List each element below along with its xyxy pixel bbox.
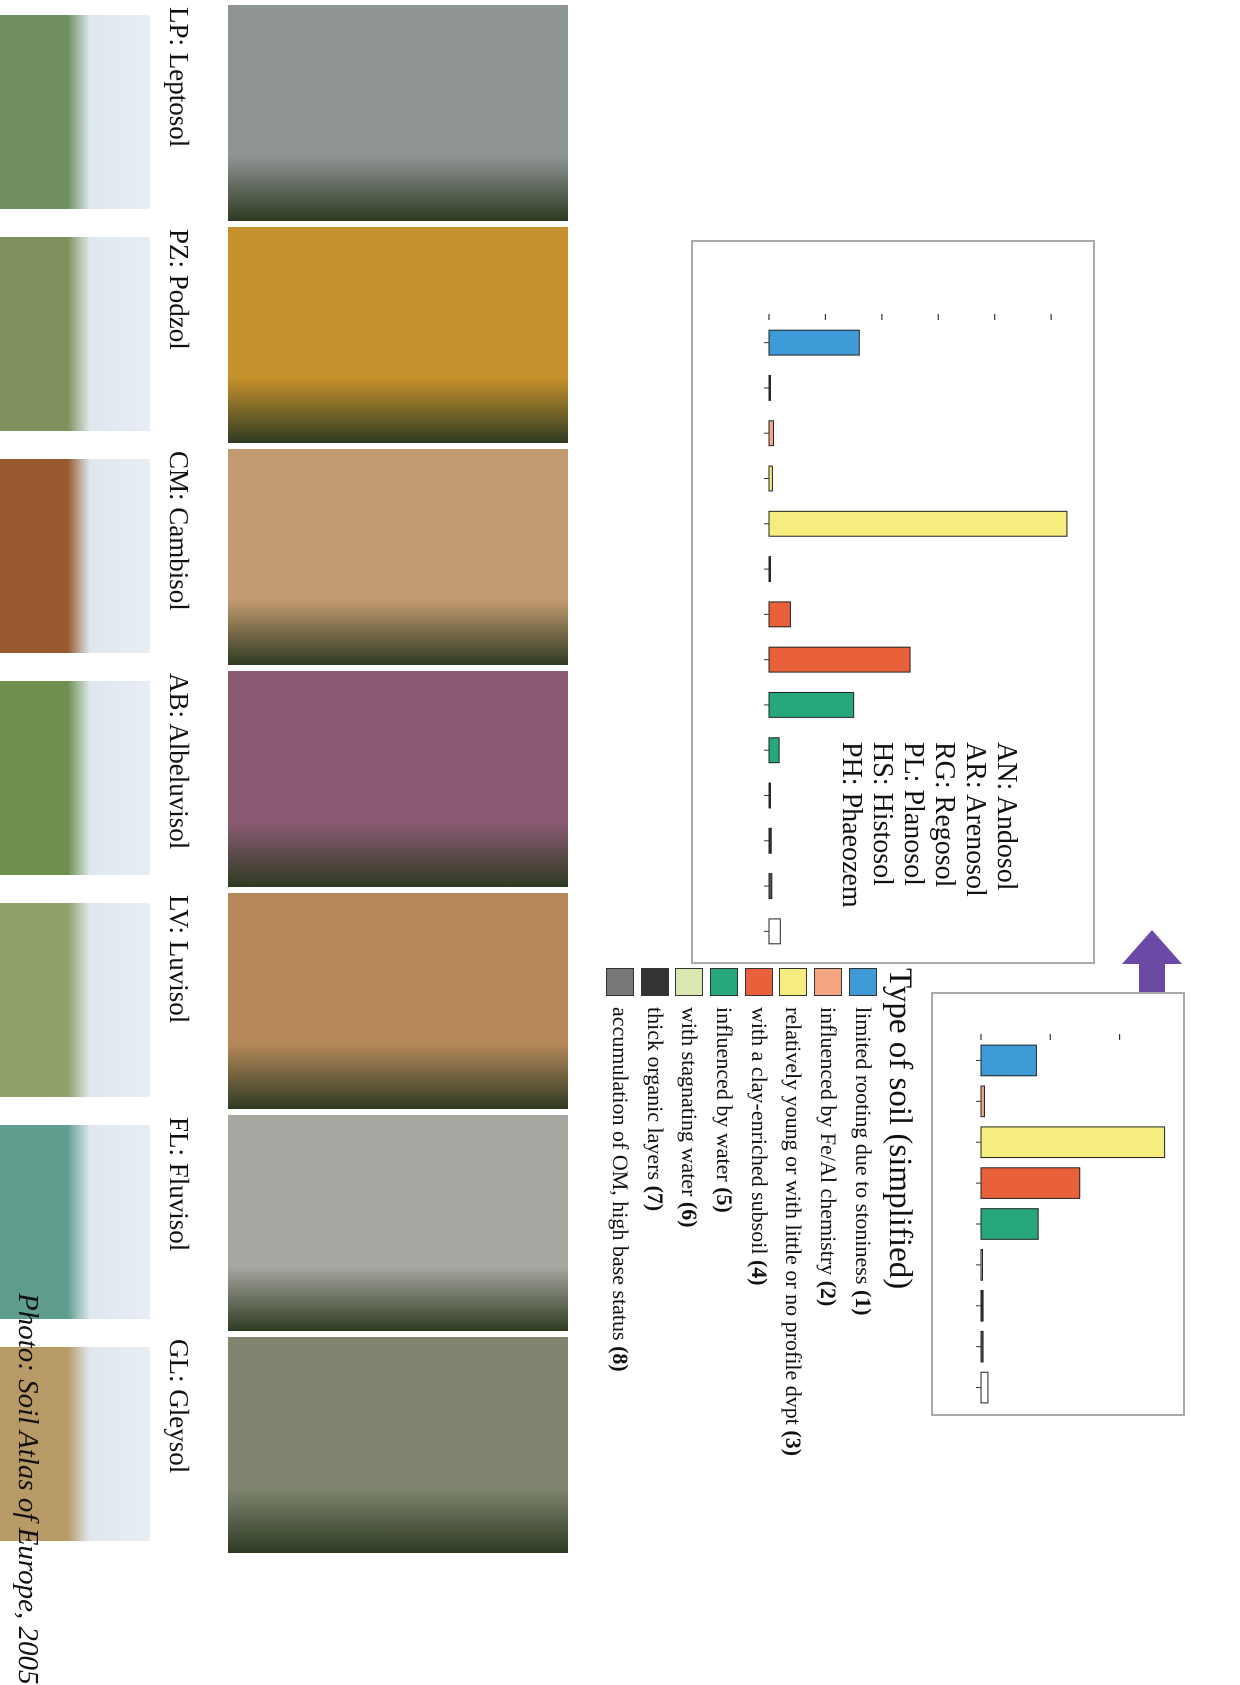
- legend-item: influenced by Fe/Al chemistry (2): [811, 968, 846, 1628]
- bar-an: [768, 374, 771, 401]
- soil-caption: CM: Cambisol: [164, 451, 194, 611]
- legend-item: with stagnating water (6): [672, 968, 707, 1628]
- landscape-photo: [0, 681, 150, 875]
- legend-item-text: with stagnating water (6): [677, 1007, 703, 1228]
- legend-swatch: [779, 968, 808, 996]
- legend-item: influenced by water (5): [707, 968, 742, 1628]
- bar-na: [768, 918, 781, 945]
- soil-photo-column: [208, 1115, 568, 1331]
- bar-6: [980, 1249, 983, 1281]
- legend-item-number: (3): [781, 1430, 807, 1457]
- legend-item: relatively young or with little or no pr…: [776, 968, 811, 1628]
- legend-item: with a clay-enriched subsoil (4): [741, 968, 776, 1628]
- bar-ar: [768, 465, 773, 492]
- soil-profile-photo: [228, 893, 568, 1109]
- figure-stage: AN: Andosol AR: Arenosol RG: Regosol PL:…: [0, 5, 1185, 1685]
- legend-item-number: (8): [607, 1346, 633, 1372]
- soil-profile-photo: [228, 227, 568, 443]
- abbr-histosol: HS: Histosol: [867, 742, 898, 886]
- legend-item-text: influenced by Fe/Al chemistry (2): [815, 1007, 841, 1307]
- soil-type-legend: Type of soil (simplified) limited rootin…: [603, 968, 921, 1628]
- abbr-regosol: RG: Regosol: [929, 742, 960, 888]
- legend-swatch: [848, 968, 877, 996]
- bar-fl: [768, 691, 855, 718]
- soil-photo-column: [208, 5, 568, 221]
- soil-profile-photo: [228, 1115, 568, 1331]
- bar-lv: [768, 646, 911, 673]
- bar-3: [980, 1126, 1166, 1159]
- bar-5: [980, 1208, 1039, 1240]
- soil-photo-column: [208, 1337, 568, 1553]
- abbr-planosol: PL: Planosol: [898, 742, 929, 886]
- legend-item: limited rooting due to stoniness (1): [845, 968, 880, 1628]
- legend-swatch: [605, 968, 634, 996]
- bar-na: [980, 1371, 989, 1404]
- soil-caption: PZ: Podzol: [164, 229, 194, 350]
- legend-swatch: [640, 968, 669, 996]
- legend-item-text: with a clay-enriched subsoil (4): [746, 1007, 772, 1286]
- bar-7: [980, 1289, 984, 1322]
- legend-item-number: (5): [711, 1187, 737, 1213]
- landscape-photo: [0, 1125, 150, 1319]
- soil-profile-photo: [228, 5, 568, 221]
- legend-item-number: (1): [850, 1289, 876, 1316]
- soil-photo-column: [208, 227, 568, 443]
- legend-item-text: thick organic layers (7): [642, 1007, 668, 1212]
- legend-item-number: (7): [642, 1185, 668, 1212]
- soil-profile-photo: [228, 449, 568, 665]
- legend-swatch: [744, 968, 773, 996]
- bar-8: [980, 1330, 984, 1363]
- legend-item-number: (2): [815, 1280, 841, 1307]
- soil-caption: GL: Gleysol: [164, 1339, 194, 1474]
- landscape-photo: [0, 903, 150, 1097]
- abbr-phaeozem: PH: Phaeozem: [836, 742, 867, 908]
- legend-item-text: accumulation of OM, high base status (8): [607, 1007, 633, 1372]
- abbreviation-list: AN: Andosol AR: Arenosol RG: Regosol PL:…: [836, 742, 1022, 908]
- soil-caption: FL: Fluvisol: [164, 1117, 194, 1252]
- legend-swatch: [709, 968, 738, 996]
- bar-2: [980, 1085, 985, 1118]
- legend-item-text: relatively young or with little or no pr…: [781, 1007, 807, 1457]
- wrb-chart: [691, 240, 1095, 964]
- bar-1: [980, 1044, 1037, 1077]
- soil-caption: LV: Luvisol: [164, 895, 194, 1024]
- landscape-photo: [0, 237, 150, 431]
- legend-swatch: [675, 968, 704, 996]
- legend-item-text: limited rooting due to stoniness (1): [850, 1007, 876, 1316]
- soil-profile-photo: [228, 1337, 568, 1553]
- legend-item: accumulation of OM, high base status (8): [603, 968, 638, 1628]
- bar-hs: [768, 827, 772, 854]
- abbr-arenosol: AR: Arenosol: [960, 742, 991, 897]
- soil-profile-photo: [228, 671, 568, 887]
- bar-ab: [768, 601, 791, 628]
- bar-cm: [768, 510, 1068, 537]
- arrow-icon: [1122, 930, 1182, 996]
- soil-caption: LP: Leptosol: [164, 7, 194, 148]
- bar-rg: [768, 556, 771, 583]
- soil-photo-column: [208, 893, 568, 1109]
- landscape-photo: [0, 15, 150, 209]
- photo-credit: Photo: Soil Atlas of Europe, 2005: [12, 1293, 44, 1685]
- abbr-andosol: AN: Andosol: [991, 742, 1022, 891]
- soil-photo-column: [208, 671, 568, 887]
- legend-item-number: (6): [677, 1201, 703, 1228]
- bar-gl: [768, 737, 780, 764]
- bar-ph: [768, 873, 773, 900]
- bar-lp: [768, 329, 860, 356]
- legend-item: thick organic layers (7): [637, 968, 672, 1628]
- soil-photo-column: [208, 449, 568, 665]
- bar-pl: [768, 782, 771, 809]
- legend-swatch: [813, 968, 842, 996]
- soil-caption: AB: Albeluvisol: [164, 673, 194, 850]
- bar-4: [980, 1167, 1081, 1199]
- legend-item-number: (4): [746, 1259, 772, 1286]
- simplified-chart: [931, 992, 1185, 1416]
- legend-item-text: influenced by water (5): [711, 1007, 737, 1213]
- landscape-photo: [0, 459, 150, 653]
- simplified-chart-svg: [976, 1034, 1166, 1404]
- wrb-chart-svg: [764, 314, 1068, 945]
- legend-title: Type of soil (simplified): [882, 968, 918, 1290]
- bar-pz: [768, 420, 775, 447]
